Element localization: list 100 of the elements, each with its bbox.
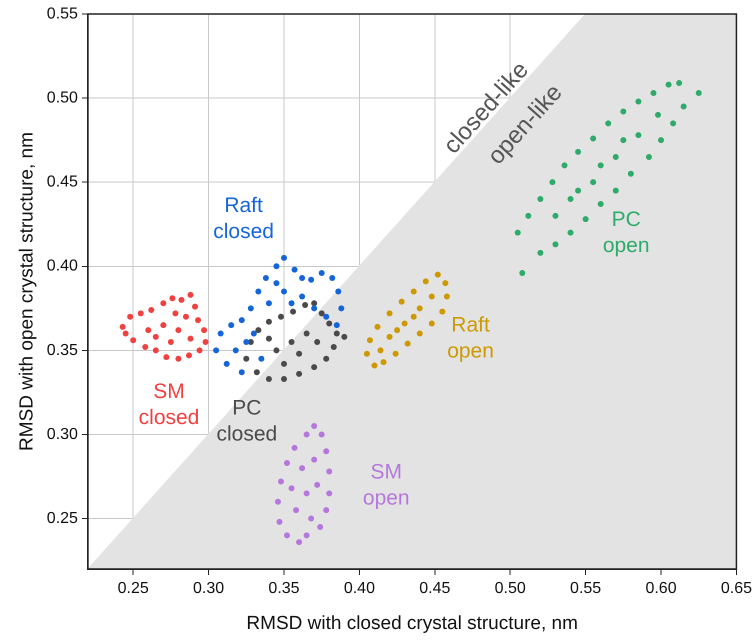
point bbox=[160, 300, 166, 306]
y-tick-label: 0.50 bbox=[46, 89, 78, 106]
point bbox=[280, 254, 287, 261]
point bbox=[635, 98, 642, 104]
point bbox=[378, 347, 384, 354]
point bbox=[292, 266, 298, 273]
x-tick-label: 0.30 bbox=[193, 580, 224, 598]
x-axis-title: RMSD with closed crystal structure, nm bbox=[246, 612, 578, 634]
point bbox=[255, 327, 262, 334]
point bbox=[273, 280, 280, 286]
point bbox=[635, 132, 642, 138]
point bbox=[537, 250, 544, 256]
point bbox=[308, 276, 314, 283]
point bbox=[243, 356, 250, 362]
point bbox=[676, 80, 682, 86]
point bbox=[255, 288, 262, 294]
point bbox=[175, 356, 182, 362]
point bbox=[195, 317, 202, 324]
x-tick-label: 0.60 bbox=[645, 580, 677, 598]
point bbox=[620, 137, 626, 144]
point bbox=[311, 364, 318, 370]
point bbox=[238, 369, 245, 376]
point bbox=[646, 154, 652, 160]
point bbox=[605, 120, 612, 126]
point bbox=[394, 327, 400, 334]
point bbox=[326, 320, 332, 326]
point bbox=[364, 350, 370, 357]
point bbox=[323, 448, 330, 454]
x-tick-label: 0.65 bbox=[720, 580, 752, 598]
point bbox=[152, 334, 159, 340]
point bbox=[250, 330, 257, 337]
point bbox=[416, 330, 423, 337]
point bbox=[175, 327, 182, 334]
point bbox=[280, 360, 287, 367]
point bbox=[163, 354, 170, 360]
point bbox=[127, 314, 134, 320]
point bbox=[590, 179, 596, 186]
point bbox=[292, 444, 298, 451]
point bbox=[299, 275, 306, 282]
point bbox=[582, 216, 589, 222]
point bbox=[238, 317, 245, 324]
point bbox=[288, 300, 295, 306]
point bbox=[326, 468, 332, 474]
point bbox=[172, 310, 178, 316]
point bbox=[314, 482, 320, 488]
point bbox=[278, 478, 284, 485]
point bbox=[314, 338, 320, 345]
x-tick-label: 0.40 bbox=[344, 580, 376, 598]
x-tick-label: 0.25 bbox=[118, 580, 149, 598]
series-label: Raft closed bbox=[213, 194, 274, 244]
point bbox=[130, 337, 136, 344]
point bbox=[434, 272, 441, 278]
point bbox=[254, 369, 260, 376]
series-label: SM closed bbox=[138, 380, 200, 430]
point bbox=[330, 344, 337, 350]
y-axis-title: RMSD with open crystal structure, nm bbox=[16, 132, 38, 451]
point bbox=[326, 490, 332, 496]
point bbox=[371, 362, 378, 368]
point bbox=[304, 532, 310, 538]
point bbox=[288, 338, 295, 345]
point bbox=[598, 201, 604, 208]
point bbox=[311, 300, 318, 306]
point bbox=[680, 104, 687, 110]
point bbox=[334, 330, 340, 337]
point bbox=[428, 294, 435, 300]
point bbox=[335, 288, 342, 294]
point bbox=[537, 196, 544, 202]
point bbox=[266, 318, 272, 325]
point bbox=[296, 350, 302, 357]
point bbox=[178, 296, 184, 303]
series-label: Raft open bbox=[447, 313, 494, 362]
point bbox=[168, 338, 174, 345]
point bbox=[519, 270, 526, 276]
point bbox=[266, 376, 272, 382]
point bbox=[152, 347, 159, 354]
point bbox=[366, 337, 373, 344]
series-label: SM open bbox=[362, 460, 410, 510]
point bbox=[273, 263, 280, 270]
point bbox=[276, 518, 282, 525]
point bbox=[169, 295, 176, 302]
point bbox=[392, 350, 399, 357]
point bbox=[187, 336, 194, 342]
point bbox=[201, 327, 208, 334]
point bbox=[318, 310, 325, 316]
point bbox=[439, 308, 446, 315]
point bbox=[274, 498, 281, 505]
point bbox=[187, 292, 194, 298]
point bbox=[122, 330, 129, 337]
point bbox=[612, 188, 619, 194]
point bbox=[568, 230, 574, 236]
y-tick-label: 0.25 bbox=[46, 510, 78, 527]
point bbox=[386, 334, 393, 340]
point bbox=[213, 347, 220, 354]
point bbox=[258, 356, 264, 362]
point bbox=[575, 148, 582, 155]
point bbox=[410, 314, 417, 320]
point bbox=[318, 431, 325, 438]
point bbox=[148, 307, 154, 313]
x-tick-label: 0.55 bbox=[570, 580, 602, 598]
point bbox=[224, 360, 230, 367]
